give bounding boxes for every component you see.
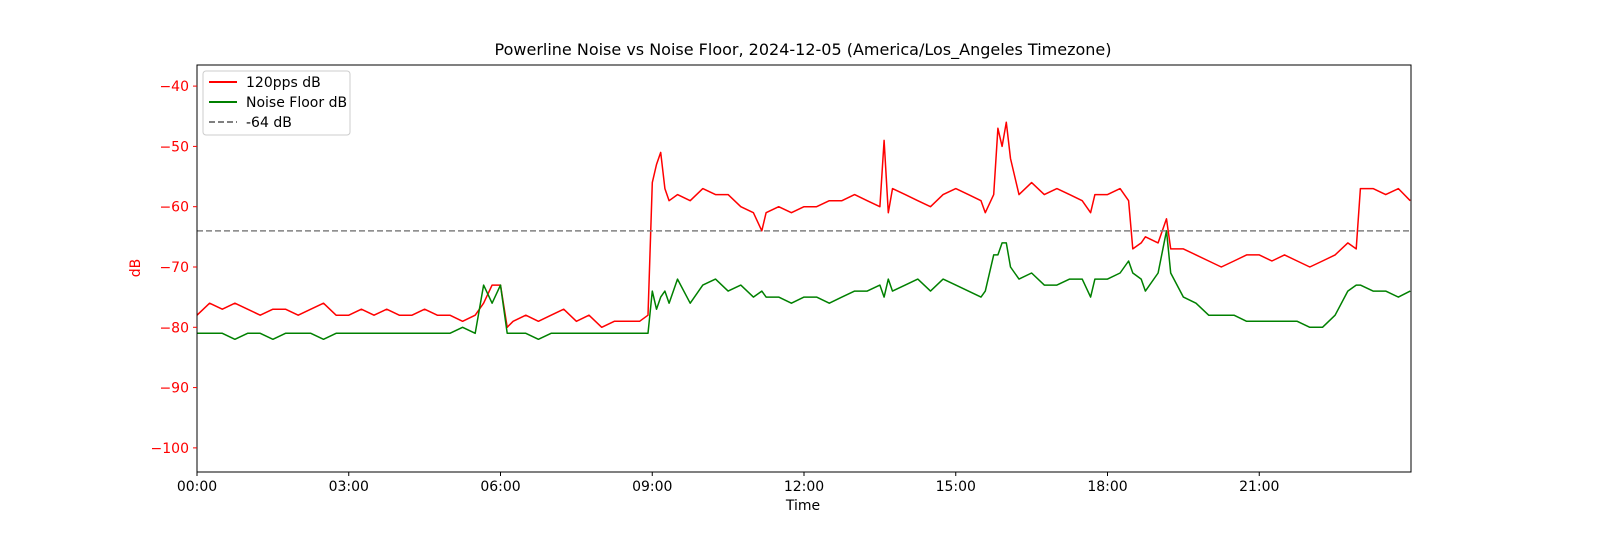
plot-frame — [196, 64, 1412, 473]
x-tick-label: 09:00 — [632, 479, 672, 495]
x-tick-label: 06:00 — [480, 479, 520, 495]
y-axis: −40 −50 −60 −70 −80 −90 −100 — [151, 79, 197, 457]
series-line-120pps-db — [196, 121, 1411, 329]
y-tick-label: −80 — [159, 320, 189, 336]
x-tick-label: 00:00 — [177, 479, 217, 495]
legend-label-noise-floor: Noise Floor dB — [246, 95, 347, 111]
y-tick-label: −90 — [159, 381, 189, 397]
legend-label-threshold: -64 dB — [246, 115, 292, 131]
series-layer — [196, 121, 1411, 341]
y-axis-label: dB — [128, 259, 144, 278]
x-tick-label: 18:00 — [1087, 479, 1127, 495]
y-tick-label: −60 — [159, 200, 189, 216]
series-line-noise-floor-db — [197, 230, 1411, 341]
x-axis-label: Time — [785, 498, 820, 514]
y-tick-label: −40 — [159, 79, 189, 95]
legend: 120pps dB Noise Floor dB -64 dB — [202, 70, 351, 136]
x-tick-label: 12:00 — [784, 479, 824, 495]
chart-title: Powerline Noise vs Noise Floor, 2024-12-… — [495, 40, 1112, 60]
x-tick-label: 15:00 — [936, 479, 976, 495]
legend-label-120pps: 120pps dB — [246, 75, 321, 91]
x-tick-label: 03:00 — [329, 479, 369, 495]
y-tick-label: −70 — [159, 260, 189, 276]
x-tick-label: 21:00 — [1239, 479, 1279, 495]
y-tick-label: −50 — [159, 139, 189, 155]
legend-box — [202, 70, 351, 136]
x-axis: 00:00 03:00 06:00 09:00 12:00 15:00 18:00 21:00 — [177, 472, 1279, 495]
y-tick-label: −100 — [151, 441, 189, 457]
